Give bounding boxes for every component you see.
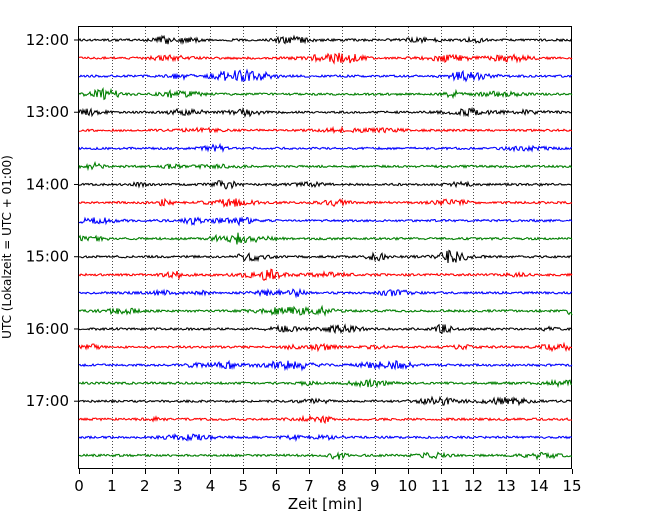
x-tick-label: 10	[398, 477, 417, 495]
x-tick-label: 1	[107, 477, 117, 495]
x-tick-label: 3	[173, 477, 183, 495]
x-tick-label: 6	[271, 477, 281, 495]
x-axis-label: Zeit [min]	[288, 495, 362, 513]
x-tick-label: 7	[304, 477, 314, 495]
y-axis-label: UTC (Lokalzeit = UTC + 01:00)	[0, 155, 14, 339]
seismic-trace	[78, 142, 573, 153]
x-tick-label: 9	[370, 477, 380, 495]
seismic-trace	[78, 341, 573, 353]
x-tick-label: 13	[497, 477, 516, 495]
seismic-trace	[78, 377, 573, 389]
seismic-trace	[78, 160, 573, 172]
x-tick-label: 0	[74, 477, 84, 495]
seismic-trace	[78, 414, 573, 425]
x-tick-label: 5	[239, 477, 249, 495]
seismic-trace	[78, 395, 573, 407]
seismic-trace	[78, 359, 573, 372]
seismic-trace	[78, 249, 573, 263]
seismic-trace	[78, 34, 573, 45]
seismic-trace	[78, 287, 573, 299]
seismic-trace	[78, 86, 573, 101]
x-tick-label: 8	[337, 477, 347, 495]
x-tick-label: 15	[562, 477, 581, 495]
seismic-trace	[78, 179, 573, 190]
seismogram-traces	[78, 34, 573, 461]
seismic-trace	[78, 125, 573, 135]
x-tick-label: 14	[530, 477, 549, 495]
y-tick-label: 17:00	[26, 392, 69, 410]
seismic-trace	[78, 106, 573, 118]
seismic-trace	[78, 216, 573, 227]
plot-frame	[78, 26, 572, 469]
y-axis-ticks: 12:00 13:00 14:00 15:00 16:00 17:00	[26, 31, 79, 410]
x-tick-label: 4	[206, 477, 216, 495]
seismic-trace	[78, 232, 573, 245]
seismic-trace	[78, 432, 573, 442]
y-tick-label: 13:00	[26, 103, 69, 121]
seismic-trace	[78, 304, 573, 317]
seismic-trace	[78, 268, 573, 282]
seismic-trace	[78, 197, 573, 208]
y-tick-label: 16:00	[26, 320, 69, 338]
x-tick-label: 2	[140, 477, 150, 495]
seismic-trace	[78, 451, 573, 461]
y-tick-label: 15:00	[26, 248, 69, 266]
y-tick-label: 12:00	[26, 31, 69, 49]
x-tick-label: 11	[431, 477, 450, 495]
x-tick-label: 12	[464, 477, 483, 495]
x-axis-ticks: 0 1 2 3 4 5 6 7 8 9 10 11 12 13 14 15	[74, 469, 582, 495]
seismic-trace	[78, 52, 573, 65]
seismic-trace	[79, 68, 573, 83]
seismic-trace	[78, 323, 573, 335]
y-tick-label: 14:00	[26, 175, 69, 193]
